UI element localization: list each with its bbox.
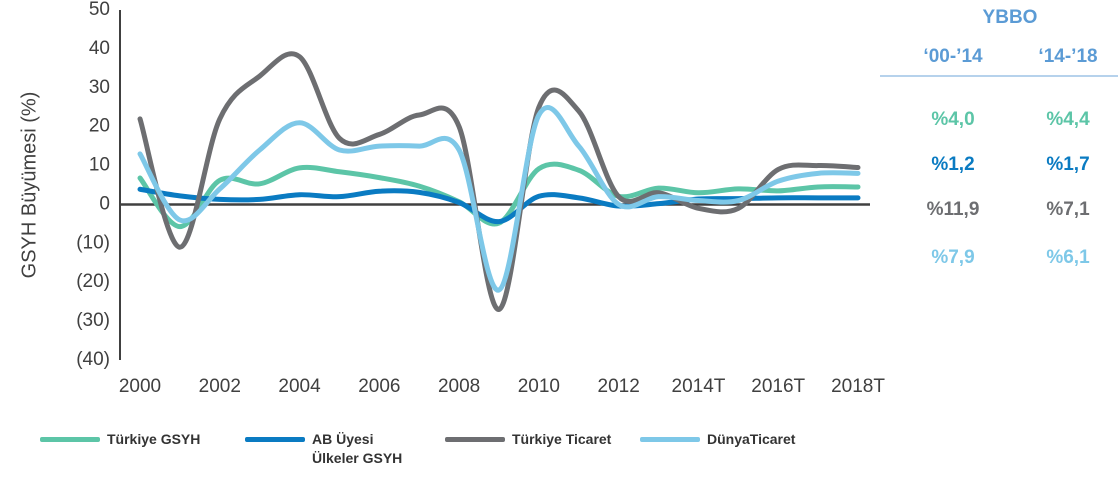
legend-swatch — [640, 437, 700, 442]
y-tick-label: 10 — [89, 155, 110, 176]
table-cell: %7,9 — [931, 247, 974, 268]
legend-label: Türkiye GSYH — [107, 431, 201, 447]
table-cell: %1,2 — [931, 154, 974, 175]
x-tick-label: 2014T — [672, 376, 726, 397]
series-line — [137, 51, 861, 312]
x-tick-label: 2016T — [751, 376, 805, 397]
y-tick-label: 20 — [89, 116, 110, 137]
legend-label: DünyaTicaret — [707, 431, 796, 447]
y-tick-label: 30 — [89, 77, 110, 98]
legend-label: AB Üyesi Ülkeler GSYH — [312, 431, 403, 466]
y-tick-label: (10) — [76, 232, 110, 253]
table-cell: %1,7 — [1046, 154, 1089, 175]
x-tick-label: 2000 — [119, 376, 161, 397]
legend-swatch — [445, 437, 505, 442]
x-tick-label: 2006 — [358, 376, 400, 397]
y-tick-label: (20) — [76, 271, 110, 292]
series-line — [137, 105, 861, 293]
y-tick-label: 40 — [89, 38, 110, 59]
legend-item: Türkiye GSYH — [40, 430, 200, 449]
y-tick-label: 0 — [99, 193, 110, 214]
x-tick-label: 2018T — [831, 376, 885, 397]
legend-swatch — [245, 437, 305, 442]
x-tick-label: 2004 — [278, 376, 321, 397]
y-tick-label: (40) — [76, 349, 110, 370]
x-tick-label: 2010 — [518, 376, 560, 397]
y-axis-label: GSYH Büyümesi (%) — [18, 92, 40, 279]
y-tick-label: 50 — [89, 0, 110, 20]
legend-item: DünyaTicaret — [640, 430, 795, 449]
x-tick-label: 2008 — [438, 376, 480, 397]
legend-item: AB Üyesi Ülkeler GSYH — [245, 430, 412, 468]
legend-label: Türkiye Ticaret — [512, 431, 612, 447]
table-header: ‘00-’14 — [923, 46, 983, 67]
table-cell: %7,1 — [1046, 199, 1090, 220]
legend-item: Türkiye Ticaret — [445, 430, 611, 449]
legend-swatch — [40, 437, 100, 442]
table-header: ‘14-’18 — [1038, 46, 1097, 67]
x-tick-label: 2012 — [598, 376, 640, 397]
table-cell: %11,9 — [927, 199, 980, 220]
table-cell: %6,1 — [1046, 247, 1090, 268]
table-cell: %4,0 — [931, 109, 974, 130]
table-title: YBBO — [983, 7, 1038, 28]
y-tick-label: (30) — [76, 310, 110, 331]
x-tick-label: 2002 — [199, 376, 241, 397]
table-cell: %4,4 — [1046, 109, 1090, 130]
